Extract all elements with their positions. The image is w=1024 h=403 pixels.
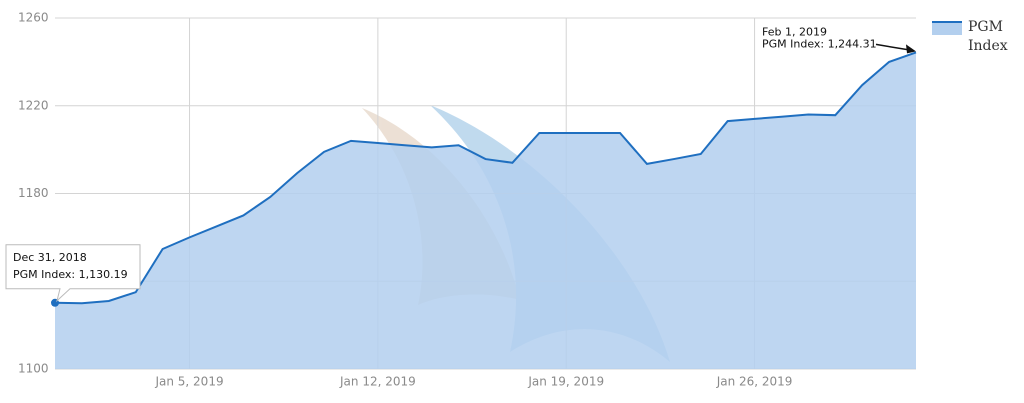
y-tick-label: 1180 xyxy=(18,186,49,200)
annotation-arrow xyxy=(875,43,913,52)
legend-swatch xyxy=(932,21,962,35)
plot xyxy=(54,51,917,370)
x-tick-label: Jan 12, 2019 xyxy=(339,375,416,389)
y-tick-label: 1220 xyxy=(18,98,49,112)
tooltip-date: Dec 31, 2018 xyxy=(13,251,87,264)
annotation: Dec 31, 2018 PGM Index: 1,130.19 xyxy=(5,244,141,307)
x-tick-label: Jan 26, 2019 xyxy=(716,375,793,389)
legend: PGM Index xyxy=(932,18,1022,56)
annotation-value: PGM Index: 1,244.31 xyxy=(762,37,877,50)
arrow-head xyxy=(906,44,916,54)
tooltip-value: PGM Index: 1,130.19 xyxy=(13,268,128,281)
line xyxy=(54,51,917,305)
y-tick-label: 1100 xyxy=(18,362,49,376)
annotation-date: Feb 1, 2019 xyxy=(762,25,827,38)
legend-label: PGM Index xyxy=(968,19,1008,54)
y-tick-label: 1260 xyxy=(18,11,49,25)
area xyxy=(55,52,916,370)
tooltip-box xyxy=(5,244,141,303)
x-tick-label: Jan 19, 2019 xyxy=(527,375,604,389)
x-tick-label: Jan 5, 2019 xyxy=(154,375,223,389)
